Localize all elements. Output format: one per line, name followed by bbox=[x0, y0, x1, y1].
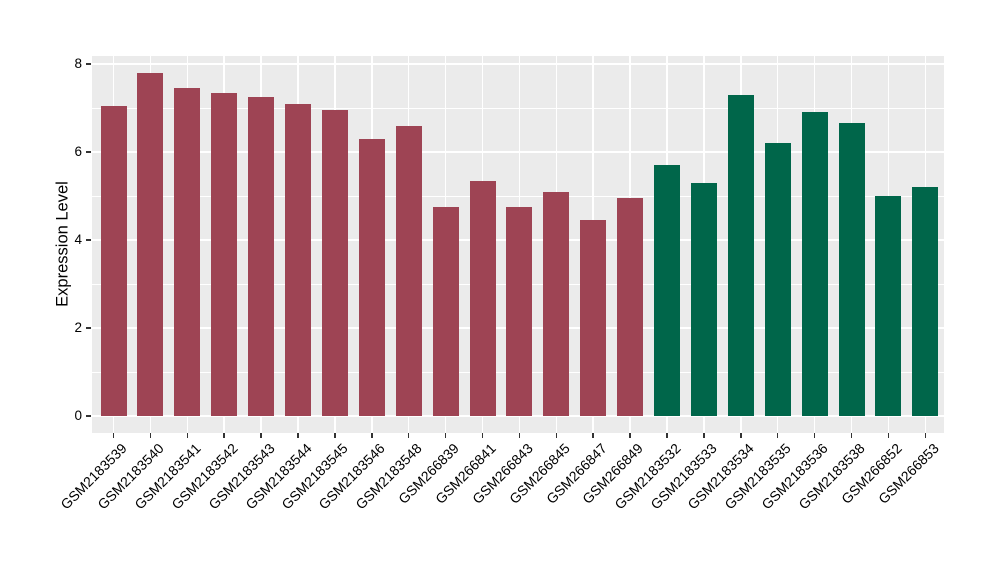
bar bbox=[801, 112, 828, 416]
x-axis-tick bbox=[334, 433, 336, 438]
x-axis-tick bbox=[813, 433, 816, 438]
x-axis-tick bbox=[592, 433, 594, 438]
x-axis-tick bbox=[481, 433, 484, 438]
gridline-major-horizontal bbox=[92, 63, 944, 65]
x-axis-tick bbox=[887, 433, 890, 438]
plot-panel bbox=[92, 56, 944, 433]
x-axis-tick bbox=[666, 433, 668, 438]
y-axis-tick bbox=[86, 63, 91, 65]
y-tick-label: 0 bbox=[74, 408, 82, 423]
gridline-minor-horizontal bbox=[92, 195, 944, 197]
bar bbox=[395, 125, 422, 416]
bar bbox=[654, 165, 680, 416]
bar bbox=[358, 138, 385, 416]
bar bbox=[321, 110, 348, 416]
bar bbox=[432, 207, 459, 416]
x-axis-tick bbox=[444, 433, 447, 438]
bar bbox=[285, 103, 311, 416]
y-tick-label: 2 bbox=[74, 320, 82, 335]
gridline-major-horizontal bbox=[92, 415, 944, 417]
bar bbox=[838, 123, 865, 416]
bar bbox=[469, 180, 496, 416]
y-axis-tick bbox=[86, 415, 91, 417]
x-axis-tick bbox=[297, 433, 299, 438]
x-axis-tick bbox=[703, 433, 705, 438]
y-axis-tick bbox=[86, 151, 91, 153]
bar bbox=[912, 187, 939, 416]
x-axis-tick bbox=[260, 433, 262, 438]
bar bbox=[580, 220, 607, 416]
y-tick-label: 4 bbox=[74, 232, 82, 247]
bar bbox=[506, 207, 533, 416]
bar bbox=[690, 182, 717, 416]
x-axis-tick bbox=[629, 433, 631, 438]
x-axis-tick bbox=[371, 433, 373, 438]
x-axis-tick bbox=[555, 433, 558, 438]
y-axis-tick bbox=[86, 327, 91, 329]
x-axis-tick bbox=[149, 433, 152, 438]
x-axis-tick bbox=[112, 433, 115, 438]
x-axis-tick bbox=[924, 433, 927, 438]
bar bbox=[248, 97, 275, 416]
bar bbox=[100, 105, 127, 416]
x-axis-tick bbox=[223, 433, 225, 438]
bar bbox=[137, 72, 164, 416]
bar bbox=[727, 94, 754, 416]
y-tick-label: 6 bbox=[74, 144, 82, 159]
gridline-major-horizontal bbox=[92, 151, 944, 153]
bar bbox=[764, 143, 791, 416]
x-axis-tick bbox=[740, 433, 742, 438]
gridline-minor-horizontal bbox=[92, 107, 944, 109]
y-axis-tick bbox=[86, 239, 91, 241]
y-tick-label: 8 bbox=[74, 56, 82, 71]
bar bbox=[211, 92, 238, 416]
x-axis-tick bbox=[776, 433, 779, 438]
bar bbox=[617, 198, 644, 416]
x-axis-tick bbox=[850, 433, 853, 438]
x-axis-tick bbox=[518, 433, 521, 438]
bar bbox=[875, 196, 902, 416]
x-axis-tick bbox=[186, 433, 189, 438]
bar bbox=[543, 191, 570, 416]
x-axis-tick bbox=[407, 433, 410, 438]
bar bbox=[174, 88, 201, 416]
